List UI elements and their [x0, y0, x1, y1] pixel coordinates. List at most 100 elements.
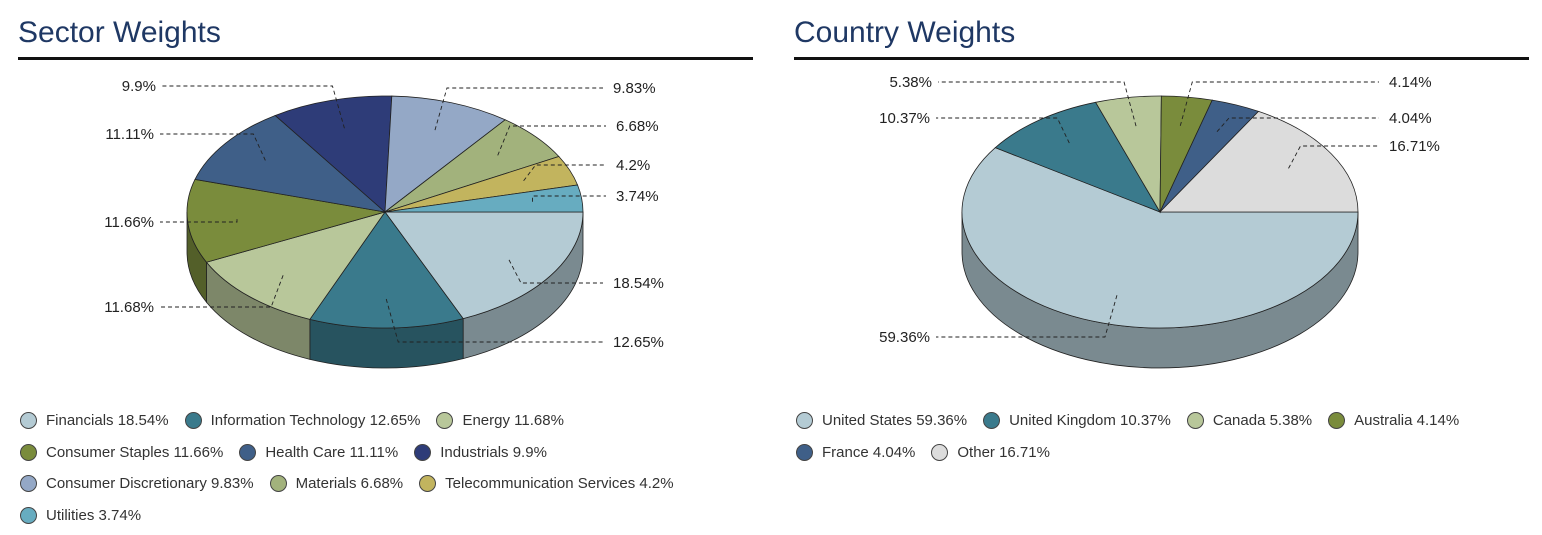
country-pie-top — [961, 95, 1359, 329]
sector-slice-health-care — [194, 115, 387, 213]
country-value-label-australia: 4.14% — [1389, 74, 1432, 91]
sector-leader-consumer-discretionary — [434, 87, 603, 131]
sector-value-label-materials: 6.68% — [616, 118, 659, 135]
country-legend-swatch-france — [796, 443, 813, 461]
country-legend-label: France 4.04% — [822, 443, 916, 461]
sector-legend-swatch-telecommunication-services — [419, 475, 437, 493]
country-slice-other — [1159, 110, 1359, 213]
sector-title-rule — [18, 57, 753, 60]
country-data-labels: 59.36% 10.37% 5.38% 4.14% 4.04% 16.71% — [879, 74, 1440, 346]
sector-leader-energy — [160, 275, 284, 308]
sector-legend-item-consumer-discretionary: Consumer Discretionary 9.83% — [18, 475, 254, 493]
country-weights-title: Country Weights — [794, 16, 1016, 49]
country-slice-united-states — [961, 147, 1359, 329]
country-value-label-france: 4.04% — [1389, 110, 1432, 127]
sector-leader-telecommunication-services — [523, 164, 606, 182]
sector-leader-health-care — [160, 133, 266, 161]
sector-weights-panel: Sector Weights 18.54% 12.65% 11.68% 11.66% 1… — [18, 0, 753, 535]
sector-legend-swatch-industrials — [414, 443, 432, 461]
country-leader-canada — [938, 81, 1137, 127]
country-legend-swatch-other — [931, 443, 949, 461]
sector-pie-sides — [186, 211, 584, 369]
country-legend-swatch-australia — [1328, 412, 1346, 430]
country-legend-swatch-canada — [1186, 412, 1204, 430]
sector-leader-financials — [508, 259, 603, 284]
country-value-label-canada: 5.38% — [889, 74, 932, 91]
sector-legend-label: Financials 18.54% — [46, 412, 169, 430]
country-leader-united-kingdom — [936, 117, 1070, 144]
country-title-rule — [794, 57, 1529, 60]
sector-legend-row: Consumer Discretionary 9.83% Materials 6.… — [18, 468, 753, 500]
sector-legend-swatch-financials — [20, 412, 37, 430]
sector-slice-consumer-discretionary — [384, 95, 506, 213]
sector-slice-energy — [205, 211, 386, 320]
country-value-label-united-kingdom: 10.37% — [879, 110, 930, 127]
country-legend-swatch-united-kingdom — [983, 412, 1001, 430]
sector-value-label-health-care: 11.11% — [105, 126, 154, 143]
sector-legend-swatch-consumer-staples — [20, 443, 37, 461]
sector-legend-swatch-health-care — [239, 443, 257, 461]
sector-slice-consumer-staples — [186, 178, 386, 263]
country-legend-label: Other 16.71% — [957, 443, 1050, 461]
sector-legend-item-information-technology: Information Technology 12.65% — [183, 412, 421, 430]
sector-leader-utilities — [532, 195, 606, 202]
sector-legend-row: Consumer Staples 11.66% Health Care 11.11… — [18, 437, 753, 469]
sector-value-label-financials: 18.54% — [613, 275, 664, 292]
sector-legend-row: Financials 18.54% Information Technology … — [18, 405, 753, 437]
country-legend-label: United Kingdom 10.37% — [1009, 412, 1171, 430]
country-leader-united-states — [936, 295, 1118, 338]
sector-legend-swatch-information-technology — [184, 412, 202, 430]
sector-leader-industrials — [162, 85, 345, 129]
sector-legend-label: Telecommunication Services 4.2% — [445, 475, 674, 493]
country-legend-item-canada: Canada 5.38% — [1185, 412, 1313, 430]
country-legend-item-united-states: United States 59.36% — [794, 412, 968, 430]
country-legend-row: France 4.04% Other 16.71% — [794, 437, 1529, 469]
sector-pie-chart: 18.54% 12.65% 11.68% 11.66% 11.11% 9.9% 9.83% 6… — [104, 78, 664, 369]
country-slice-united-kingdom — [994, 101, 1161, 213]
sector-legend-swatch-consumer-discretionary — [20, 475, 37, 493]
sector-slice-industrials — [274, 95, 393, 213]
sector-data-labels: 18.54% 12.65% 11.68% 11.66% 11.11% 9.9% 9.83% 6… — [104, 78, 664, 351]
sector-legend: Financials 18.54% Information Technology … — [18, 405, 753, 531]
country-pie-chart: 59.36% 10.37% 5.38% 4.14% 4.04% 16.71% — [879, 74, 1440, 369]
country-value-label-united-states: 59.36% — [879, 329, 930, 346]
sector-leader-information-technology — [385, 298, 603, 343]
sector-value-label-energy: 11.68% — [104, 299, 154, 316]
sector-legend-item-energy: Energy 11.68% — [434, 412, 564, 430]
country-legend: United States 59.36% United Kingdom 10.37… — [794, 405, 1529, 468]
sector-value-label-consumer-discretionary: 9.83% — [613, 80, 656, 97]
sector-legend-item-financials: Financials 18.54% — [18, 412, 169, 430]
sector-legend-item-consumer-staples: Consumer Staples 11.66% — [18, 443, 224, 461]
sector-legend-item-materials: Materials 6.68% — [268, 475, 403, 493]
sector-legend-swatch-materials — [269, 475, 287, 493]
sector-pie-top — [186, 95, 584, 329]
sector-legend-label: Utilities 3.74% — [46, 506, 142, 524]
sector-legend-item-industrials: Industrials 9.9% — [412, 443, 547, 461]
sector-legend-label: Consumer Staples 11.66% — [46, 443, 224, 461]
country-leader-australia — [1179, 81, 1379, 126]
sector-leader-consumer-staples — [160, 219, 238, 223]
country-legend-item-united-kingdom: United Kingdom 10.37% — [981, 412, 1171, 430]
sector-legend-label: Information Technology 12.65% — [210, 412, 421, 430]
sector-slice-utilities — [384, 184, 584, 213]
country-weights-panel: Country Weights 59.36% 10.37% 5.38% 4.14% 4.… — [794, 0, 1529, 535]
sector-legend-swatch-utilities — [20, 506, 37, 524]
sector-value-label-consumer-staples: 11.66% — [104, 214, 154, 231]
sector-value-label-utilities: 3.74% — [616, 188, 659, 205]
sector-slice-financials — [384, 211, 584, 320]
sector-legend-label: Consumer Discretionary 9.83% — [46, 475, 254, 493]
sector-legend-label: Energy 11.68% — [462, 412, 564, 430]
sector-legend-item-utilities: Utilities 3.74% — [18, 506, 142, 524]
country-legend-label: Canada 5.38% — [1212, 412, 1313, 430]
country-value-label-other: 16.71% — [1389, 138, 1440, 155]
country-legend-label: United States 59.36% — [822, 412, 968, 430]
country-legend-item-france: France 4.04% — [794, 443, 916, 461]
country-legend-label: Australia 4.14% — [1354, 412, 1460, 430]
sector-value-label-industrials: 9.9% — [122, 78, 156, 95]
sector-slice-information-technology — [309, 211, 464, 329]
sector-leader-materials — [497, 125, 606, 156]
country-legend-item-other: Other 16.71% — [929, 443, 1050, 461]
sector-value-label-information-technology: 12.65% — [613, 334, 664, 351]
country-legend-row: United States 59.36% United Kingdom 10.37… — [794, 405, 1529, 437]
sector-weights-title: Sector Weights — [18, 16, 221, 49]
